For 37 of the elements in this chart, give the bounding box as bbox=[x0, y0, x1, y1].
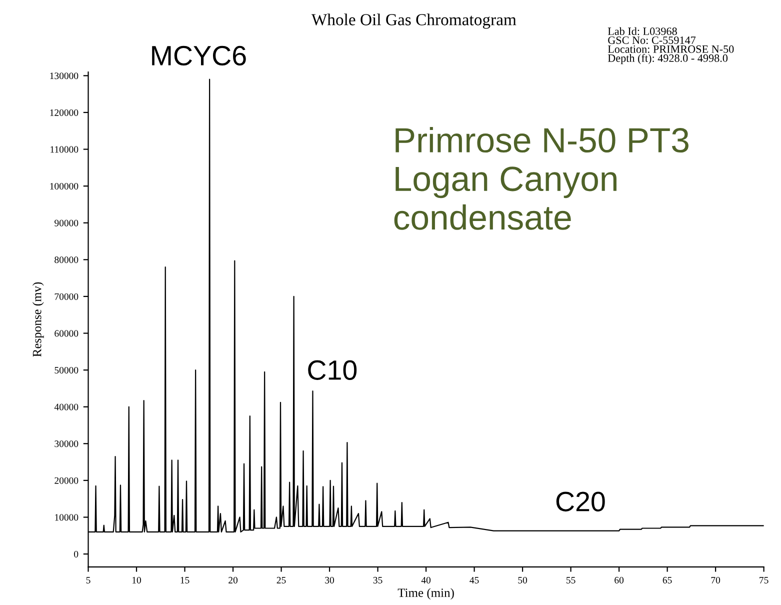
y-tick-label: 40000 bbox=[54, 404, 78, 410]
y-tick-label: 130000 bbox=[50, 72, 78, 80]
y-tick-label: 110000 bbox=[50, 146, 78, 153]
x-tick-label: 15 bbox=[180, 576, 190, 584]
y-axis-title: Response (mv) bbox=[32, 282, 44, 357]
x-tick-label: 40 bbox=[421, 576, 431, 584]
annotation: C10 bbox=[308, 360, 357, 380]
chart-title: Whole Oil Gas Chromatogram bbox=[311, 14, 516, 29]
annotation: MCYC6 bbox=[152, 46, 246, 66]
y-tick-label: 70000 bbox=[54, 293, 78, 300]
x-tick-label: 45 bbox=[470, 576, 479, 584]
y-tick-label: 50000 bbox=[54, 366, 78, 374]
annotation: C20 bbox=[556, 492, 605, 512]
x-tick-label: 75 bbox=[760, 576, 768, 584]
x-tick-label: 30 bbox=[325, 576, 334, 584]
x-tick-label: 25 bbox=[276, 576, 286, 584]
y-tick-label: 10000 bbox=[55, 514, 78, 521]
text: Lab Id: L03968 GSC No: C-559147 Location: PRIMROSE N-50 Depth (ft): 4928.0 - 4998.0 bbox=[608, 27, 734, 64]
x-tick-label: 50 bbox=[518, 576, 528, 584]
y-tick-label: 60000 bbox=[54, 330, 78, 337]
x-tick-label: 65 bbox=[662, 576, 672, 584]
x-tick-label: 55 bbox=[566, 576, 576, 584]
x-tick-label: 10 bbox=[132, 576, 141, 584]
y-tick-label: 80000 bbox=[54, 256, 78, 264]
annotation: Primrose N-50 PT3 Logan Canyon condensate bbox=[394, 127, 688, 230]
x-axis-title: Time (min) bbox=[398, 588, 454, 600]
y-tick-label: 120000 bbox=[50, 109, 78, 116]
y-tick-label: 0 bbox=[74, 550, 78, 558]
y-tick-label: 20000 bbox=[54, 477, 78, 484]
x-tick-label: 60 bbox=[614, 576, 624, 584]
x-tick-label: 70 bbox=[711, 576, 720, 584]
x-tick-label: 20 bbox=[228, 576, 238, 584]
y-tick-label: 100000 bbox=[50, 182, 78, 190]
y-tick-label: 30000 bbox=[54, 440, 78, 448]
x-tick-label: 35 bbox=[373, 576, 382, 584]
x-tick-label: 5 bbox=[86, 576, 90, 584]
y-tick-label: 90000 bbox=[54, 220, 78, 226]
